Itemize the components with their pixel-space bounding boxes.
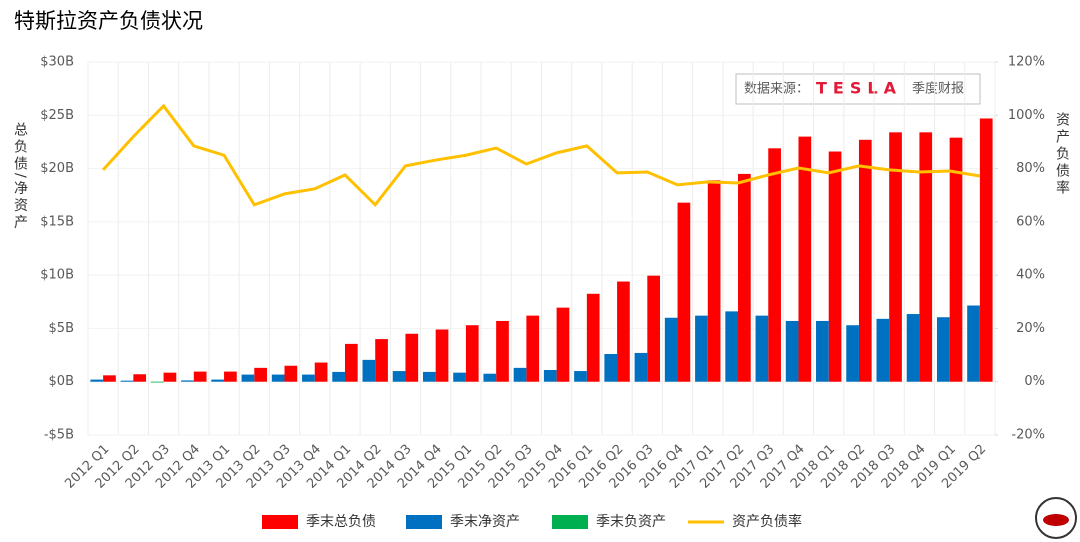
bar	[695, 315, 708, 382]
y-tick-label: $15B	[40, 214, 74, 229]
y-tick-label: $30B	[40, 55, 74, 70]
bar	[785, 320, 799, 382]
bar	[241, 374, 255, 382]
bar	[453, 372, 466, 382]
bar	[392, 371, 406, 382]
bar	[677, 202, 691, 382]
bar	[798, 136, 812, 382]
line	[102, 103, 981, 208]
bar	[362, 359, 376, 382]
y2-tick-label: 60%	[1016, 214, 1045, 229]
bar	[906, 314, 920, 382]
bar	[90, 379, 104, 382]
bar	[556, 307, 570, 382]
bar	[967, 305, 980, 382]
bar	[103, 375, 116, 382]
source-prefix: 数据来源：	[744, 82, 809, 97]
bar	[271, 374, 285, 382]
bar	[936, 317, 950, 382]
bar	[133, 374, 147, 382]
bar	[889, 132, 902, 382]
y-tick-label: $20B	[40, 161, 74, 176]
bar	[543, 369, 557, 382]
legend-label: 季末净资产	[450, 514, 520, 530]
y-tick-label: $25B	[40, 108, 74, 123]
legend-swatch	[406, 515, 442, 529]
bar	[375, 339, 388, 382]
bar	[876, 318, 890, 382]
bar	[496, 320, 509, 382]
y-tick-label: $5B	[49, 321, 74, 336]
bar	[405, 333, 419, 382]
legend-label: 季末负资产	[596, 514, 666, 530]
bar	[181, 380, 194, 382]
y-axis-label: 总负债/净资产	[12, 122, 28, 232]
bar	[617, 281, 630, 382]
bar	[846, 325, 859, 382]
bar	[150, 381, 164, 383]
bar	[828, 151, 842, 382]
y-tick-label: $0B	[49, 374, 74, 389]
bar	[768, 148, 781, 382]
legend-swatch	[262, 515, 298, 529]
legend-label: 季末总负债	[306, 514, 376, 530]
legend-swatch	[552, 515, 588, 529]
bar	[302, 374, 315, 382]
bar	[586, 293, 600, 382]
bar	[483, 373, 497, 382]
source-frame	[735, 73, 981, 105]
y2-tick-label: 20%	[1016, 321, 1045, 336]
bar	[224, 371, 237, 382]
bar	[949, 137, 963, 382]
y2-tick-label: 40%	[1016, 268, 1045, 283]
source-suffix: 季度财报	[912, 81, 964, 97]
bar	[193, 371, 207, 382]
bar	[332, 371, 345, 382]
bar	[526, 315, 540, 382]
source-box: 数据来源： TESLA 季度财报	[735, 73, 981, 105]
icon-car	[1043, 514, 1069, 526]
y2-tick-label: 120%	[1008, 55, 1045, 70]
bar	[513, 367, 527, 382]
y-tick-label: $10B	[40, 268, 74, 283]
bar	[647, 275, 661, 382]
bar	[120, 380, 134, 382]
bar	[574, 371, 587, 382]
bar	[858, 139, 872, 382]
bar	[725, 311, 739, 382]
bar	[979, 118, 993, 382]
bar	[254, 367, 267, 382]
bar	[707, 180, 721, 382]
bar	[163, 372, 177, 382]
y-tick-label: -$5B	[44, 428, 74, 443]
corner-icon	[1035, 497, 1077, 539]
y2-tick-label: 100%	[1008, 108, 1045, 123]
bar	[634, 352, 648, 382]
y2-axis-label: 资产负债率	[1054, 112, 1070, 197]
bar	[211, 379, 225, 382]
bar	[314, 362, 328, 382]
bar	[435, 329, 449, 382]
legend-label: 资产负债率	[732, 513, 802, 530]
bar	[919, 132, 933, 382]
bar	[422, 371, 436, 382]
bar	[604, 354, 618, 382]
bar	[738, 173, 751, 382]
bar	[664, 317, 678, 382]
bar	[816, 320, 829, 382]
chart-title: 特斯拉资产负债状况	[14, 9, 203, 33]
bar	[284, 365, 298, 382]
bar	[344, 343, 358, 382]
y2-tick-label: 80%	[1016, 161, 1045, 176]
y2-tick-label: 0%	[1024, 374, 1045, 389]
source-logo: TESLA	[816, 79, 902, 98]
bar	[465, 325, 479, 382]
y2-tick-label: -20%	[1011, 428, 1045, 443]
bar	[755, 315, 769, 382]
